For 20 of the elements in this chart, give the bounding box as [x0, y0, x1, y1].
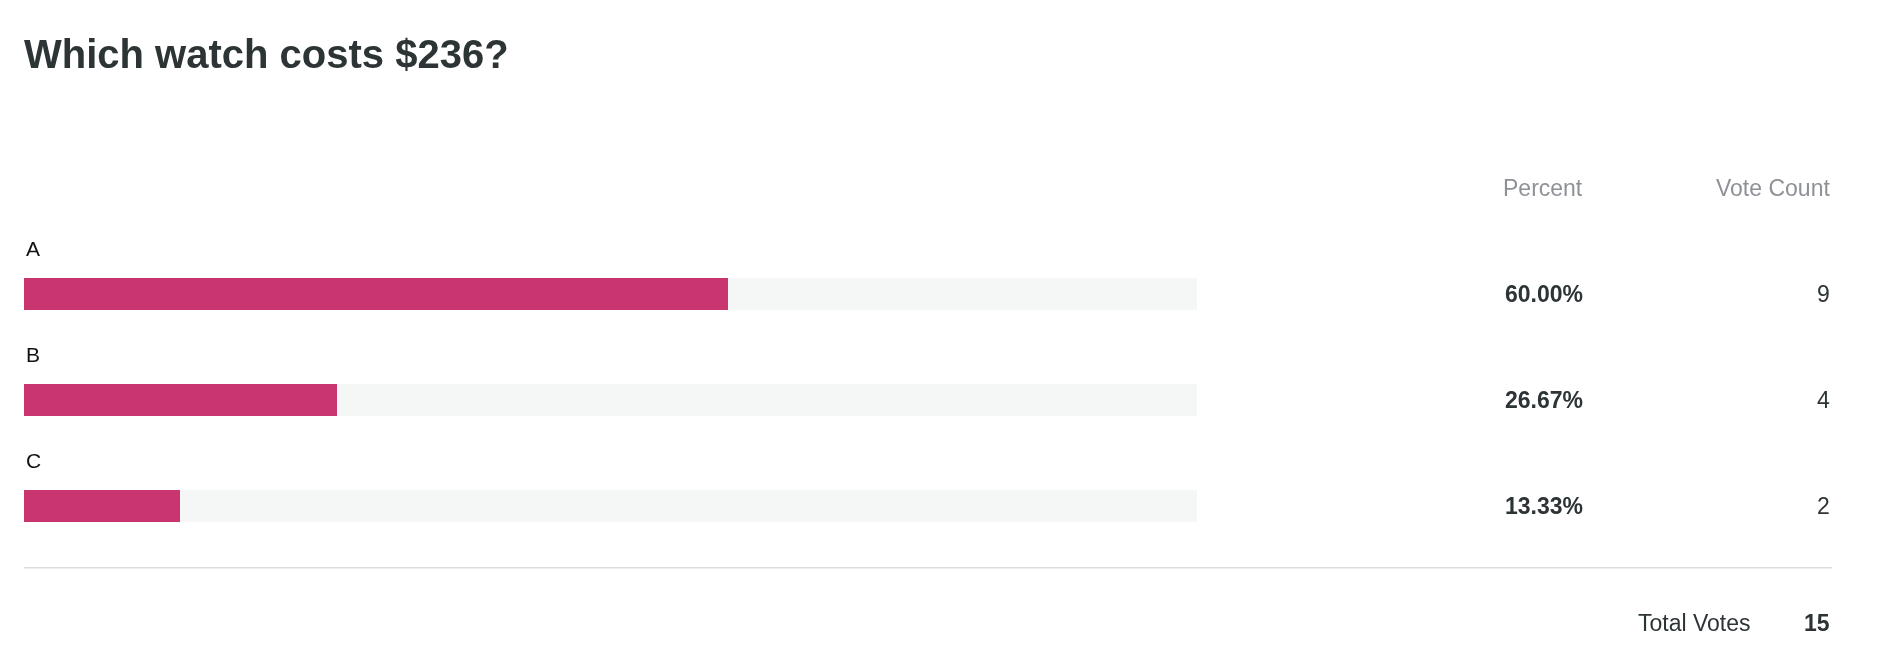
text: 4: [1817, 387, 1830, 413]
text: Total Votes: [1638, 610, 1751, 636]
y-tick-label: B: [26, 343, 41, 366]
y-tick-label: A: [26, 237, 41, 260]
bar: [24, 278, 728, 311]
text: Percent: [1503, 175, 1583, 201]
data-label: 13.33%: [1505, 493, 1584, 519]
bar: [24, 384, 337, 417]
bar: [24, 490, 181, 523]
data-label: 26.67%: [1505, 387, 1584, 413]
text: 2: [1817, 493, 1830, 519]
bar: [727, 278, 1197, 311]
y-tick-label: C: [26, 449, 42, 472]
text: 15: [1804, 610, 1830, 636]
chart-title: Which watch costs $236?: [24, 32, 509, 76]
text: Vote Count: [1716, 175, 1831, 201]
text: 9: [1817, 281, 1830, 307]
bar: [180, 490, 1197, 523]
bar: [336, 384, 1197, 417]
data-label: 60.00%: [1505, 281, 1584, 307]
